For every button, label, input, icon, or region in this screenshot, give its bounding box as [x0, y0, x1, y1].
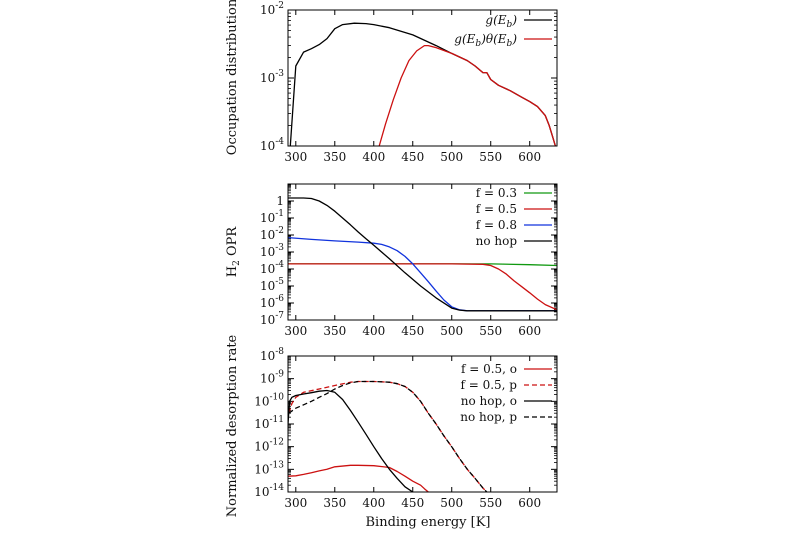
- series-line-f-0-5: [288, 263, 557, 311]
- y-tick-label: 10-12: [254, 438, 284, 454]
- x-tick-label: 450: [401, 496, 424, 510]
- legend-label: no hop: [476, 234, 518, 248]
- series-line-no-hop-o: [288, 389, 414, 492]
- x-tick-label: 600: [518, 150, 541, 164]
- plot-frame: [287, 355, 558, 493]
- x-tick-label: 350: [323, 324, 346, 338]
- x-tick-label: 300: [284, 150, 307, 164]
- series-line-f-0-5-o: [288, 464, 429, 492]
- y-tick-label: 10-4: [260, 137, 284, 153]
- plot-desorption: 300 350 400 450 500 550 600 10-14 10-13 10-12 10-1…: [254, 347, 558, 510]
- x-tick-label: 600: [518, 324, 541, 338]
- plot-opr: 300 350 400 450 500 550 60010-710-610-510-410-…: [260, 183, 558, 338]
- legend-label: no hop, p: [460, 410, 517, 424]
- x-tick-label: 550: [479, 150, 502, 164]
- plot-occupation: 300 350 400 450 500 550 600 10-4 10-3 10-2 g(Eb) g(…: [260, 1, 558, 164]
- x-tick-label: 400: [362, 150, 385, 164]
- plot-frame: [287, 183, 558, 321]
- legend-label: f = 0.5, o: [461, 362, 517, 376]
- y-tick-label: 10-3: [260, 69, 284, 85]
- legend-label: no hop, o: [461, 394, 517, 408]
- y-tick-label: 10-8: [260, 347, 284, 363]
- x-tick-label: 400: [362, 496, 385, 510]
- legend-label: f = 0.3: [476, 186, 517, 200]
- y-tick-label: 10-4: [260, 260, 284, 276]
- panel-opr: H2 OPR 300 350 400 450 500 550 600 10-710-610-5…: [225, 183, 558, 338]
- x-tick-label: 450: [401, 324, 424, 338]
- y-tick-label: 10-6: [260, 294, 284, 310]
- plot-frame: [287, 9, 558, 147]
- legend-label: f = 0.5, p: [460, 378, 517, 392]
- y-tick-label: 1: [276, 194, 284, 208]
- y-tick-label: 10-7: [260, 311, 284, 327]
- x-tick-label: 350: [323, 496, 346, 510]
- y-tick-label: 10-5: [260, 277, 284, 293]
- x-tick-label: 300: [284, 496, 307, 510]
- x-tick-label: 500: [440, 496, 463, 510]
- panel-desorption: Normalized desorption rate 300 350 400 450 5…: [225, 334, 558, 517]
- y-tick-label: 10-3: [260, 243, 284, 259]
- series-line-f-0-8: [288, 236, 557, 312]
- ylabel-desorption: Normalized desorption rate: [225, 334, 240, 517]
- legend-label: g(Eb)θ(Eb): [454, 32, 517, 49]
- y-tick-label: 10-13: [254, 460, 284, 476]
- y-tick-label: 10-1: [260, 209, 284, 225]
- x-tick-label: 450: [401, 150, 424, 164]
- xlabel: Binding energy [K]: [365, 515, 490, 530]
- series-line-no-hop-p: [288, 380, 488, 492]
- x-tick-label: 550: [479, 496, 502, 510]
- series-line-g-e-b-e-b-: [378, 44, 557, 146]
- legend-label: f = 0.5: [476, 202, 517, 216]
- y-tick-label: 10-10: [254, 392, 284, 408]
- x-tick-label: 350: [323, 150, 346, 164]
- x-tick-label: 500: [440, 150, 463, 164]
- x-tick-label: 300: [284, 324, 307, 338]
- x-tick-label: 500: [440, 324, 463, 338]
- series-line-no-hop: [288, 197, 557, 312]
- legend-label: g(Eb): [485, 13, 517, 30]
- y-tick-label: 10-14: [254, 483, 284, 499]
- x-tick-label: 400: [362, 324, 385, 338]
- y-tick-label: 10-11: [254, 415, 284, 431]
- ylabel-occupation: Occupation distribution: [225, 0, 240, 155]
- y-tick-label: 10-2: [260, 226, 284, 242]
- panel-occupation: Occupation distribution 300 350 400 450 500 5…: [225, 0, 558, 164]
- y-tick-label: 10-2: [260, 1, 284, 17]
- legend-label: f = 0.8: [476, 218, 517, 232]
- ylabel-opr: H2 OPR: [225, 226, 242, 278]
- y-tick-label: 10-9: [260, 370, 284, 386]
- x-tick-label: 600: [518, 496, 541, 510]
- x-tick-label: 550: [479, 324, 502, 338]
